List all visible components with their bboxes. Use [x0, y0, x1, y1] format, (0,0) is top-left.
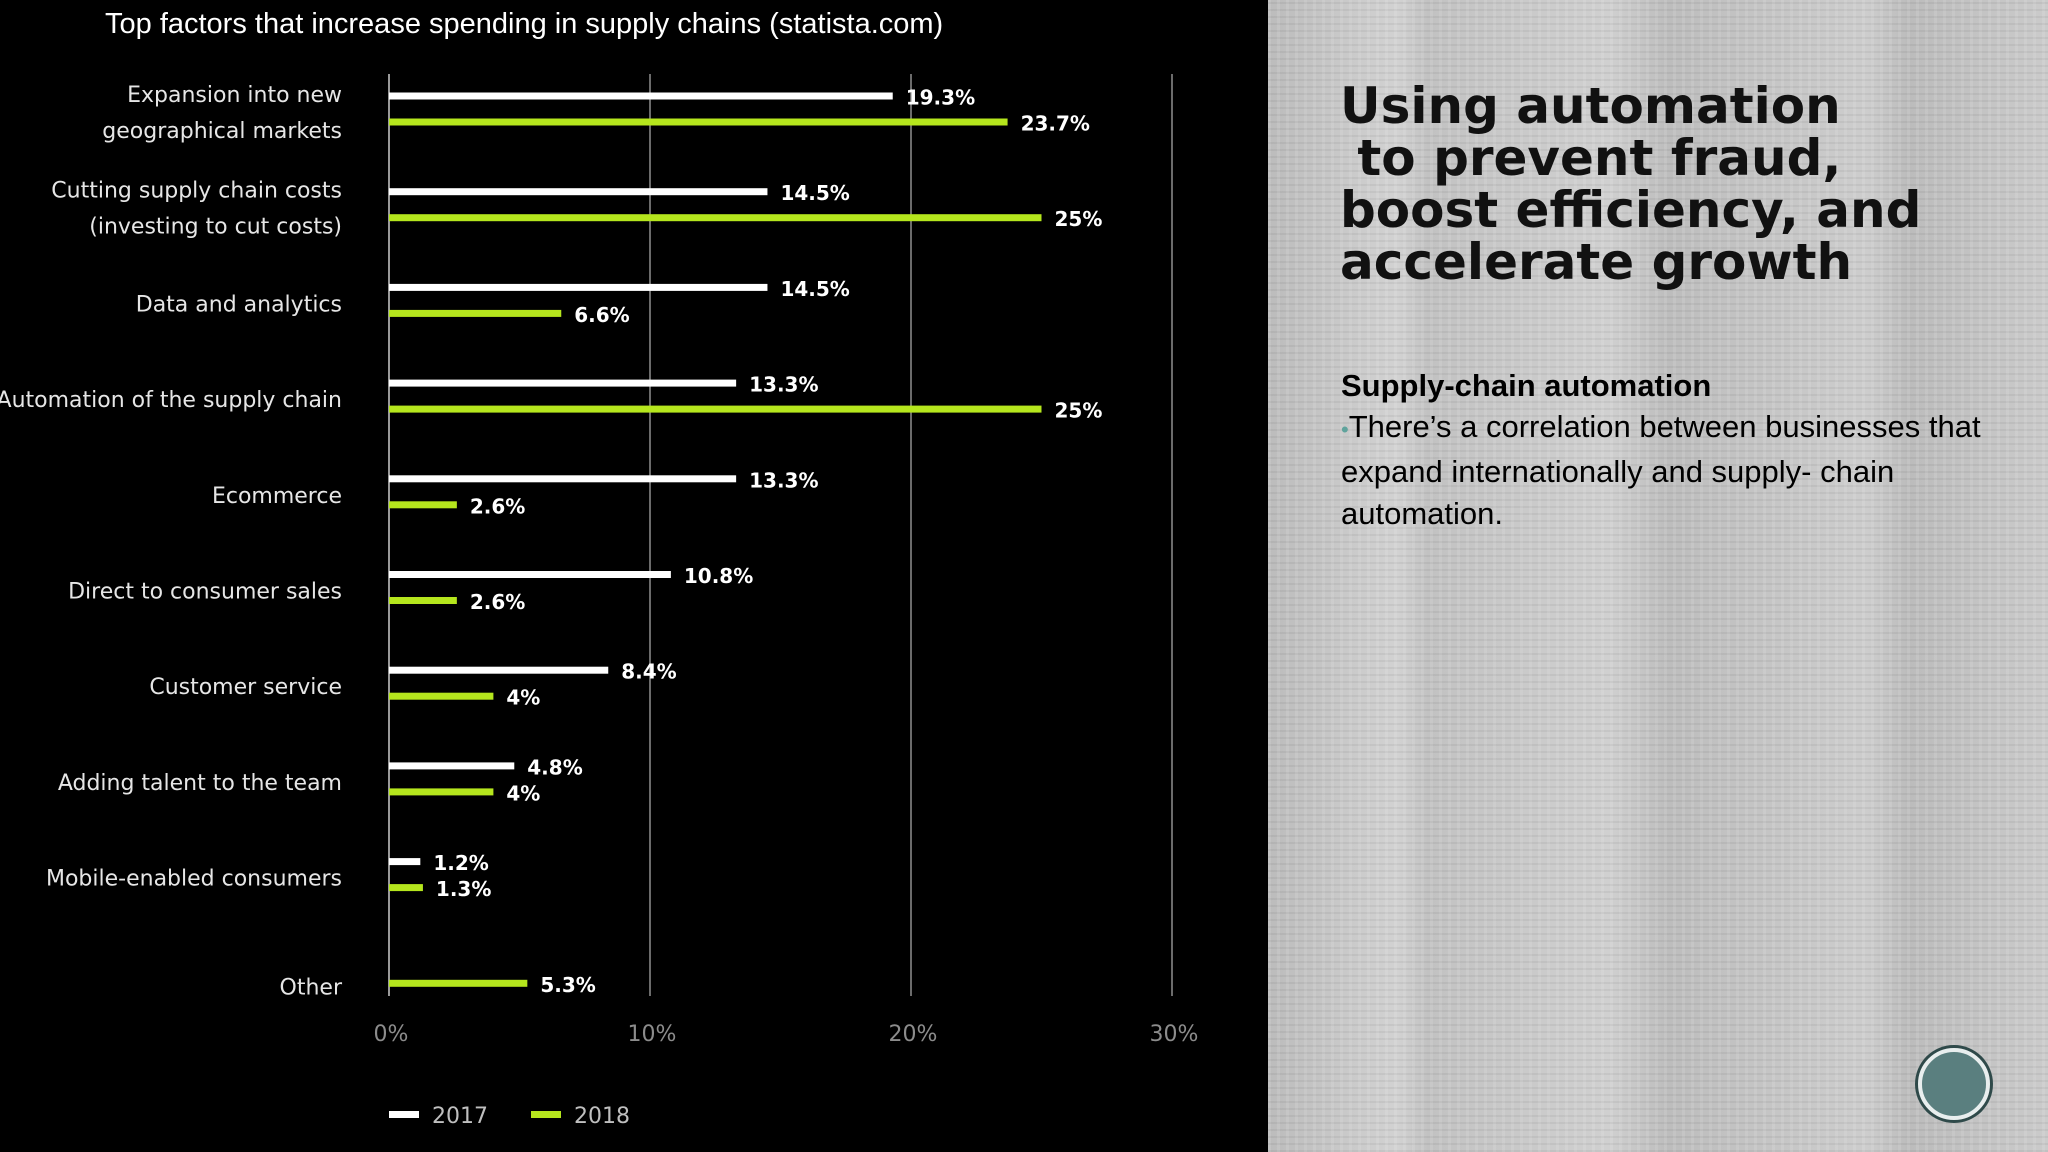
- data-label: 8.4%: [621, 660, 676, 684]
- body-text: •There’s a correlation between businesse…: [1341, 406, 2001, 535]
- data-label: 19.3%: [906, 86, 975, 110]
- bar-chart: 0% 10% 20% 30% Expansion into new geographica…: [0, 74, 1199, 1129]
- data-label: 25%: [1055, 207, 1103, 231]
- bar-2017: [389, 762, 515, 770]
- data-label: 13.3%: [749, 468, 818, 492]
- legend-label: 2018: [574, 1104, 630, 1129]
- bar-2018: [389, 884, 423, 892]
- data-label: 5.3%: [540, 973, 595, 997]
- bar-2017: [389, 858, 421, 866]
- x-tick-label: 20%: [889, 1022, 938, 1047]
- category-label: Data and analytics: [136, 292, 342, 317]
- bar-2018: [389, 214, 1042, 222]
- data-label: 13.3%: [749, 373, 818, 397]
- text-panel: [1268, 0, 2048, 1152]
- category-label: Other: [280, 975, 343, 1000]
- x-tick-label: 0%: [374, 1022, 409, 1047]
- data-label: 6.6%: [574, 303, 629, 327]
- bar-2018: [389, 309, 562, 317]
- bar-2018: [389, 788, 494, 796]
- data-label: 10.8%: [684, 564, 753, 588]
- bar-2018: [389, 405, 1042, 413]
- category-label: Expansion into new: [127, 83, 342, 108]
- legend-label: 2017: [432, 1104, 488, 1129]
- bar-2017: [389, 283, 768, 291]
- data-label: 14.5%: [780, 277, 849, 301]
- bar-2017: [389, 666, 609, 674]
- x-tick-label: 10%: [628, 1022, 677, 1047]
- bar-2018: [389, 692, 494, 700]
- chart-title: Top factors that increase spending in su…: [105, 8, 944, 40]
- data-label: 23.7%: [1021, 112, 1090, 136]
- bar-2017: [389, 92, 893, 100]
- bar-2017: [389, 188, 768, 196]
- legend-swatch-2017: [389, 1111, 419, 1118]
- category-label: Customer service: [149, 675, 342, 700]
- slide-heading: Using automation to prevent fraud, boost…: [1340, 77, 1922, 291]
- category-label: Mobile-enabled consumers: [46, 867, 342, 892]
- data-label: 1.3%: [436, 877, 491, 901]
- bullet-icon: •: [1341, 417, 1349, 442]
- category-label: Adding talent to the team: [58, 771, 342, 796]
- category-label: (investing to cut costs): [89, 215, 342, 240]
- bar-2018: [389, 501, 457, 509]
- data-label: 14.5%: [780, 181, 849, 205]
- category-label: Ecommerce: [212, 484, 342, 509]
- navigation-button[interactable]: [1918, 1048, 1990, 1120]
- category-label: Direct to consumer sales: [68, 580, 342, 605]
- bar-2018: [389, 597, 457, 604]
- data-label: 4%: [506, 686, 540, 710]
- legend-swatch-2018: [531, 1111, 561, 1118]
- sub-heading: Supply-chain automation: [1341, 368, 1712, 403]
- x-tick-label: 30%: [1150, 1022, 1199, 1047]
- data-label: 2.6%: [470, 494, 525, 518]
- category-label: geographical markets: [102, 119, 342, 144]
- body-paragraph: There’s a correlation between businesses…: [1341, 409, 1981, 531]
- category-label: Automation of the supply chain: [0, 388, 342, 413]
- bar-2018: [389, 979, 528, 987]
- data-label: 25%: [1055, 399, 1103, 423]
- bar-2018: [389, 118, 1008, 126]
- data-label: 1.2%: [433, 851, 488, 875]
- bar-2017: [389, 379, 737, 387]
- data-label: 4%: [506, 781, 540, 805]
- data-label: 4.8%: [527, 755, 582, 779]
- data-label: 2.6%: [470, 590, 525, 614]
- chart-panel: Top factors that increase spending in su…: [0, 0, 1268, 1152]
- bar-2017: [389, 571, 671, 578]
- bar-2017: [389, 475, 737, 483]
- category-label: Cutting supply chain costs: [51, 179, 342, 204]
